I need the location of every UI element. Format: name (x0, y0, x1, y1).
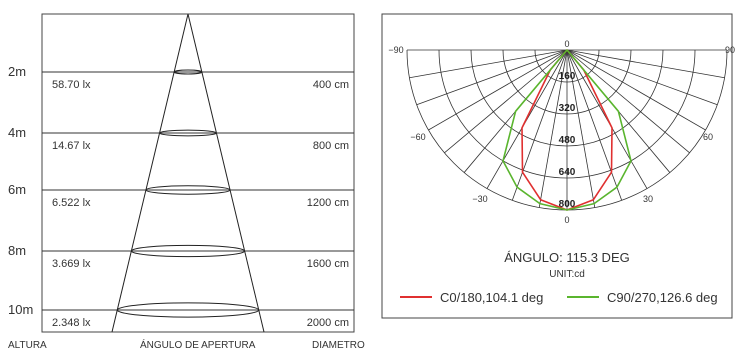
polar-frame (381, 13, 733, 319)
radial-value-label: 480 (559, 135, 576, 146)
radial-value-label: 320 (559, 103, 576, 114)
lux-value: 3.669 lx (52, 258, 91, 270)
angle-label: 30 (643, 194, 653, 204)
cone-left-edge (111, 13, 189, 333)
polar-series-curve (502, 49, 632, 211)
height-label: 6m (8, 182, 26, 197)
lux-value: 58.70 lx (52, 79, 91, 91)
diameter-value: 1600 cm (307, 258, 349, 270)
angle-label: 0 (564, 39, 569, 49)
cone-frame (41, 13, 355, 333)
beam-ellipse (116, 302, 260, 318)
angle-readout: ÁNGULO: 115.3 DEG (504, 250, 629, 265)
height-label: 4m (8, 125, 26, 140)
polar-spoke (409, 49, 568, 79)
lux-value: 6.522 lx (52, 197, 91, 209)
legend-label-c90: C90/270,126.6 deg (607, 290, 718, 305)
polar-spoke (566, 49, 718, 106)
polar-spoke (444, 49, 568, 154)
polar-spoke (566, 49, 725, 79)
beam-ellipse (159, 129, 217, 137)
diameter-value: 1200 cm (307, 197, 349, 209)
height-label: 8m (8, 243, 26, 258)
polar-spoke (566, 49, 706, 131)
polar-spoke (566, 49, 690, 154)
radial-value-label: 640 (559, 167, 576, 178)
polar-spoke (566, 49, 623, 201)
diameter-value: 800 cm (313, 140, 349, 152)
altura-label: ALTURA (8, 340, 47, 351)
angle-label: −90 (388, 45, 403, 55)
beam-ellipse (130, 244, 246, 258)
beam-ellipse (145, 185, 231, 195)
angle-label: −30 (472, 194, 487, 204)
polar-spoke (538, 49, 568, 208)
polar-spoke (428, 49, 568, 131)
angle-label: 0 (564, 215, 569, 225)
angle-label: −60 (410, 132, 425, 142)
cone-right-edge (187, 13, 265, 333)
angle-label: 60 (703, 132, 713, 142)
polar-spoke (416, 49, 568, 106)
angulo-apertura-label: ÁNGULO DE APERTURA (140, 338, 256, 351)
angle-label: 90 (725, 45, 735, 55)
beam-ellipse (173, 69, 203, 75)
lux-value: 2.348 lx (52, 317, 91, 329)
polar-chart: 160 320 480 640 800 −90 −60 −30 0 0 30 60 90 (388, 39, 735, 225)
height-label: 2m (8, 64, 26, 79)
legend-label-c0: C0/180,104.1 deg (440, 290, 543, 305)
diametro-label: DIAMETRO (312, 340, 365, 351)
polar-spoke (566, 49, 596, 208)
unit-readout: UNIT:cd (549, 269, 585, 280)
diameter-value: 2000 cm (307, 317, 349, 329)
cone-chart: 2m 58.70 lx 400 cm 4m 14.67 lx 800 cm 6m 6.522 … (8, 13, 355, 333)
radial-value-label: 160 (559, 71, 576, 82)
polar-spoke (511, 49, 568, 201)
radial-value-label: 800 (559, 199, 576, 210)
diameter-value: 400 cm (313, 79, 349, 91)
height-label: 10m (8, 302, 33, 317)
lux-value: 14.67 lx (52, 140, 91, 152)
